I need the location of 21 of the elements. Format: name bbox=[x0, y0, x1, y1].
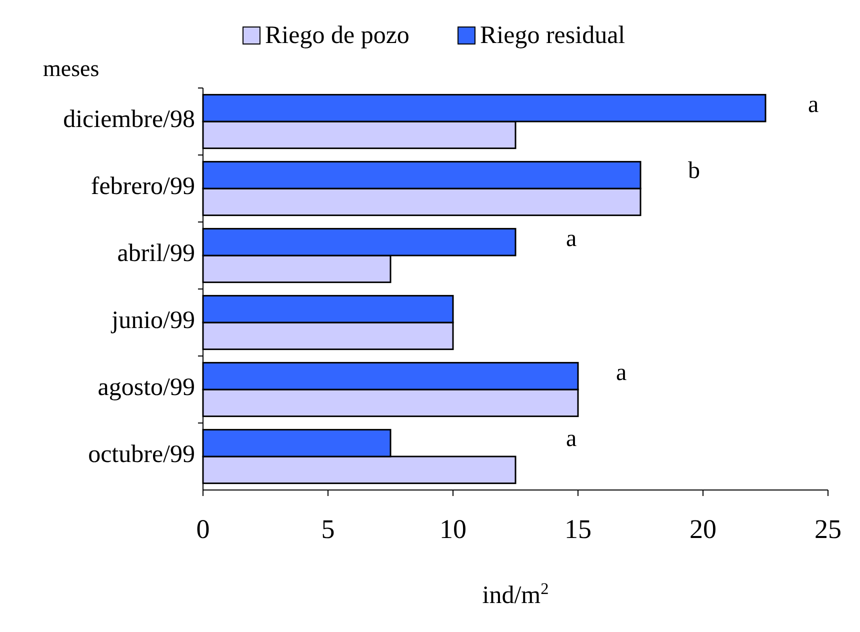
y-tick-label: diciembre/98 bbox=[63, 106, 195, 134]
y-tick-label: octubre/99 bbox=[88, 441, 195, 468]
x-tick-label: 25 bbox=[814, 514, 842, 544]
x-tick-label: 5 bbox=[321, 514, 335, 544]
annotation: a bbox=[616, 360, 627, 386]
annotation: a bbox=[808, 92, 819, 118]
legend-label: Riego residual bbox=[480, 22, 626, 49]
x-axis-title: ind/m$^{2}$ bbox=[482, 580, 549, 609]
x-tick-label: 0 bbox=[196, 514, 210, 544]
legend-label: Riego de pozo bbox=[265, 22, 410, 49]
y-axis-title: meses bbox=[43, 56, 100, 81]
y-tick-label: agosto/99 bbox=[98, 374, 195, 402]
annotation: a bbox=[566, 226, 577, 252]
x-tick-label: 20 bbox=[690, 514, 716, 544]
x-tick-label: 15 bbox=[564, 514, 592, 544]
annotation: b bbox=[688, 158, 700, 184]
y-tick-label: junio/99 bbox=[110, 307, 195, 334]
annotation: a bbox=[566, 426, 577, 452]
y-tick-label: febrero/99 bbox=[90, 173, 195, 200]
x-tick-label: 10 bbox=[440, 514, 466, 544]
y-tick-label: abril/99 bbox=[117, 240, 195, 268]
